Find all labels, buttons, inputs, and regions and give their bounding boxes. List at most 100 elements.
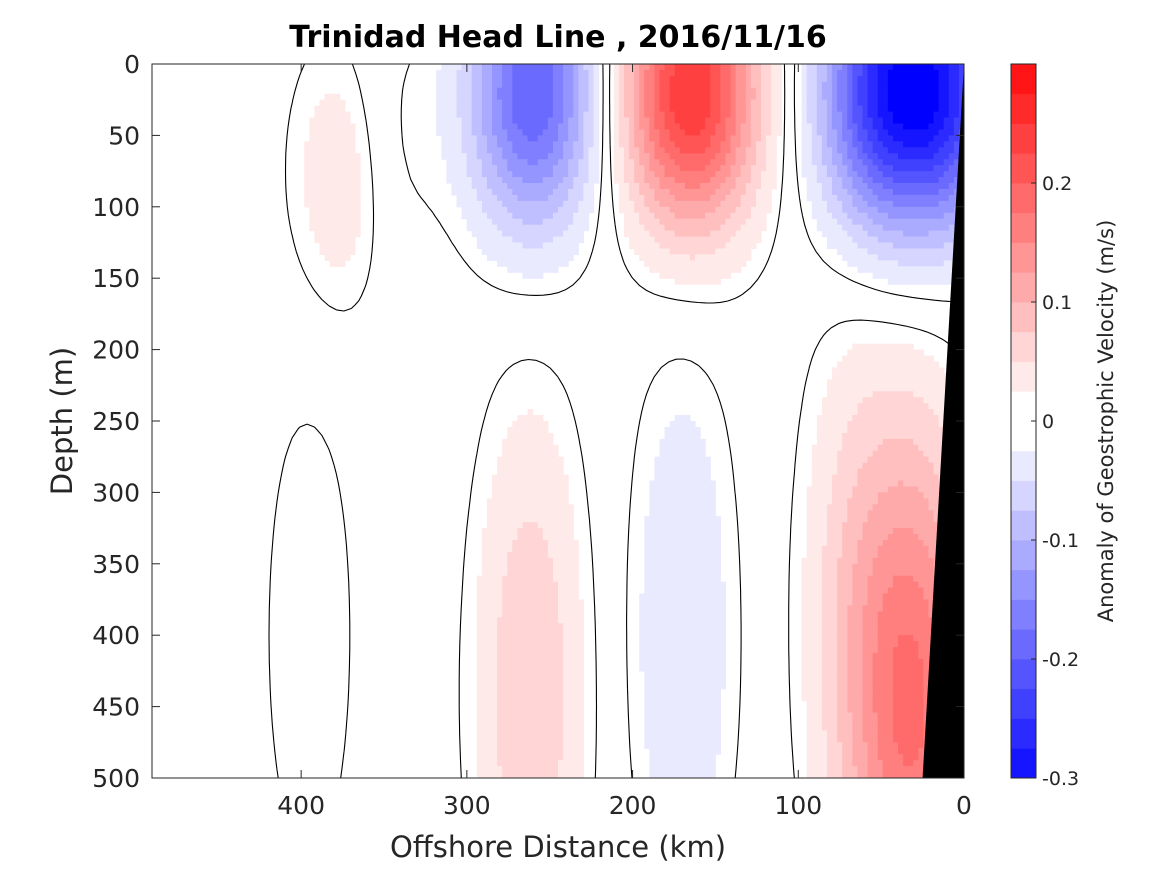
velocity-cell [892, 177, 940, 184]
velocity-cell [821, 93, 833, 101]
velocity-cell [558, 766, 584, 773]
velocity-cell [700, 129, 716, 136]
velocity-cell [563, 87, 574, 95]
velocity-cell [887, 147, 940, 154]
velocity-cell [720, 87, 732, 95]
velocity-cell [867, 81, 879, 89]
colorbar-segment [1011, 212, 1036, 243]
velocity-cell [842, 540, 859, 547]
velocity-cell [837, 670, 848, 678]
velocity-cell [659, 444, 706, 452]
velocity-cell [806, 712, 823, 720]
velocity-cell [476, 147, 488, 154]
velocity-cell [522, 129, 544, 136]
velocity-cell [877, 254, 960, 261]
velocity-cell [461, 117, 473, 125]
velocity-cell [563, 635, 584, 642]
velocity-cell [806, 736, 828, 743]
velocity-cell [857, 468, 935, 476]
velocity-cell [476, 688, 498, 696]
velocity-cell [852, 730, 864, 737]
velocity-cell [801, 141, 813, 148]
velocity-cell [649, 165, 666, 172]
velocity-cell [492, 129, 508, 136]
velocity-cell [852, 159, 864, 166]
velocity-cell [563, 676, 584, 684]
velocity-cell [826, 105, 833, 113]
velocity-cell [654, 81, 661, 89]
velocity-cell [461, 212, 488, 220]
velocity-cell [877, 748, 899, 755]
velocity-cell [593, 69, 600, 77]
velocity-cell [649, 760, 716, 767]
velocity-cell [745, 64, 752, 71]
velocity-cell [644, 736, 721, 743]
velocity-cell [837, 456, 869, 464]
velocity-cell [649, 266, 742, 273]
velocity-cell [892, 188, 940, 196]
velocity-cell [872, 569, 935, 577]
velocity-cell [476, 730, 498, 737]
velocity-cell [892, 647, 919, 654]
velocity-cell [507, 557, 554, 565]
velocity-cell [953, 129, 960, 136]
velocity-cell [948, 165, 964, 172]
velocity-cell [659, 87, 671, 95]
velocity-cell [837, 611, 848, 618]
velocity-cell [649, 64, 656, 71]
velocity-cell [492, 153, 503, 160]
velocity-cell [821, 569, 838, 577]
velocity-cell [766, 165, 777, 172]
velocity-cell [735, 75, 747, 83]
velocity-cell [745, 75, 752, 83]
velocity-cell [826, 504, 848, 511]
velocity-cell [745, 117, 752, 125]
velocity-cell [862, 397, 924, 404]
velocity-cell [613, 105, 620, 113]
velocity-cell [644, 575, 721, 583]
velocity-cell [806, 724, 823, 731]
velocity-cell [481, 93, 493, 101]
velocity-cell [837, 129, 843, 136]
velocity-cell [593, 141, 600, 148]
colorbar-label: Anomaly of Geostrophic Velocity (m/s) [1094, 220, 1118, 623]
velocity-cell [481, 111, 493, 119]
velocity-cell [436, 69, 458, 77]
velocity-cell [801, 629, 823, 636]
velocity-cell [623, 212, 640, 220]
velocity-cell [892, 165, 935, 172]
velocity-cell [593, 99, 600, 107]
velocity-cell [852, 111, 864, 119]
velocity-cell [847, 605, 864, 612]
velocity-field [304, 64, 964, 778]
velocity-cell [730, 64, 737, 71]
velocity-cell [634, 135, 645, 142]
velocity-cell [304, 153, 361, 160]
velocity-cell [664, 111, 676, 119]
velocity-cell [304, 194, 361, 202]
velocity-cell [568, 159, 579, 166]
velocity-cell [481, 171, 498, 178]
velocity-cell [309, 224, 361, 232]
velocity-cell [806, 111, 818, 119]
velocity-cell [821, 605, 838, 612]
velocity-cell [740, 200, 757, 208]
velocity-cell [877, 623, 935, 630]
velocity-cell [583, 188, 595, 196]
velocity-cell [821, 188, 833, 196]
velocity-cell [882, 593, 924, 601]
velocity-cell [471, 87, 483, 95]
velocity-cell [735, 87, 747, 95]
velocity-cell [502, 147, 513, 154]
velocity-cell [623, 111, 635, 119]
velocity-cell [867, 230, 904, 238]
velocity-cell [471, 183, 488, 190]
velocity-cell [563, 200, 579, 208]
velocity-cell [573, 177, 590, 184]
velocity-cell [821, 694, 838, 702]
velocity-cell [832, 111, 843, 119]
velocity-cell [634, 123, 640, 131]
velocity-cell [847, 421, 940, 428]
velocity-cell [654, 141, 661, 148]
velocity-cell [634, 81, 640, 89]
